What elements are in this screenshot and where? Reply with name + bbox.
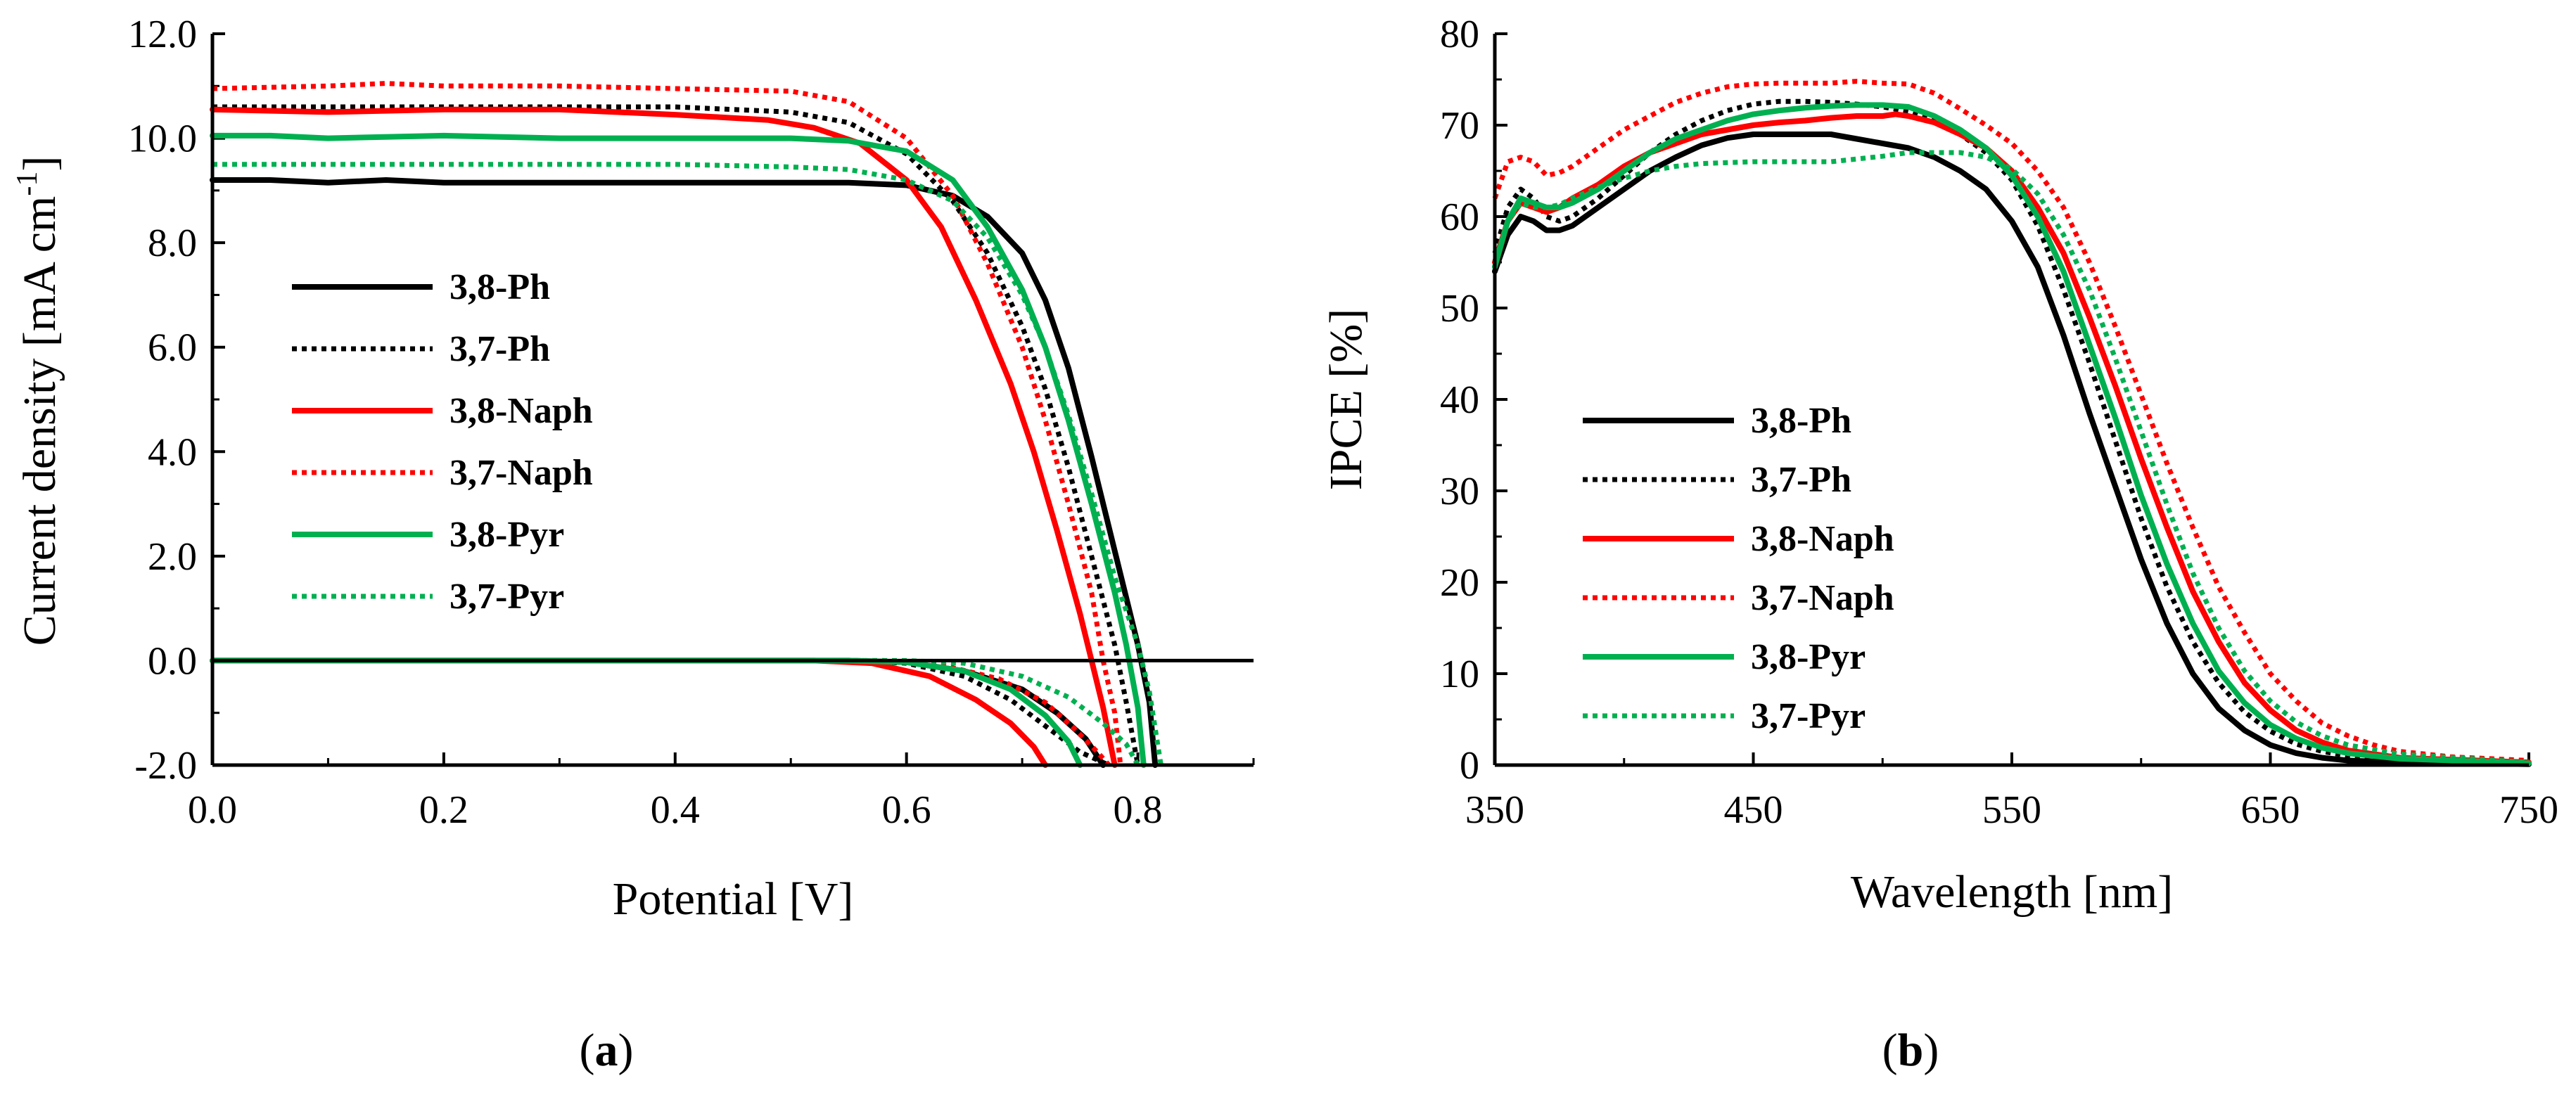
y-tick-label: -2.0 [134,744,197,788]
x-tick-label: 0.8 [1114,788,1163,832]
x-tick-label: 0.4 [651,788,700,832]
jv-dark-curve-3-8-naph [210,657,1048,768]
legend-label-3-8-ph: 3,8-Ph [449,267,550,307]
jv-y-axis-label: Current density [mA cm-1] [11,156,65,646]
jv-x-axis-label: Potential [V] [613,873,854,925]
jv-x-tick-labels: 0.0 0.2 0.4 0.6 0.8 [188,788,1163,832]
y-tick-label: 8.0 [148,222,197,265]
y-tick-label: 30 [1440,470,1479,513]
y-tick-label: 2.0 [148,535,197,579]
ipce-x-axis-label: Wavelength [nm] [1851,866,2173,918]
ipce-curve-3-7-pyr [1492,150,2530,765]
y-tick-label: 40 [1440,378,1479,422]
jv-y-tick-labels: -2.0 0.0 2.0 4.0 6.0 8.0 10.0 12.0 [128,13,197,788]
ipce-curve-3-8-pyr [1492,102,2532,766]
y-tick-label: 12.0 [128,13,197,56]
ipce-curve-3-8-ph [1492,131,2532,767]
y-tick-label: 10.0 [128,117,197,161]
legend-label-3-8-ph: 3,8-Ph [1751,401,1851,441]
y-tick-label: 50 [1440,287,1479,331]
jv-curves [210,81,1163,768]
y-tick-label: 6.0 [148,326,197,370]
ipce-legend: 3,8-Ph 3,7-Ph 3,8-Naph 3,7-Naph 3,8-Pyr 3,7-P… [1583,401,1894,736]
y-tick-label: 4.0 [148,430,197,474]
x-tick-label: 750 [2499,788,2558,832]
jv-legend: 3,8-Ph 3,7-Ph 3,8-Naph 3,7-Naph 3,8-Pyr 3,7-P… [292,267,593,617]
y-tick-label: 20 [1440,561,1479,605]
legend-label-3-7-naph: 3,7-Naph [449,453,593,493]
legend-label-3-8-naph: 3,8-Naph [1751,519,1894,559]
panel-label-a: (a) [580,1025,634,1076]
legend-label-3-7-ph: 3,7-Ph [1751,460,1851,500]
ipce-chart: 350 450 550 650 750 0 10 20 30 40 50 60 70 80 Wavele… [1320,13,2558,1076]
x-tick-label: 0.6 [882,788,931,832]
y-tick-label: 0.0 [148,639,197,683]
legend-label-3-7-pyr: 3,7-Pyr [449,577,564,617]
legend-label-3-7-ph: 3,7-Ph [449,329,550,369]
y-tick-label: 60 [1440,195,1479,239]
y-tick-label: 70 [1440,104,1479,148]
ipce-x-tick-labels: 350 450 550 650 750 [1465,788,2558,832]
jv-chart: 0.0 0.2 0.4 0.6 0.8 -2.00.02.04.06.08.010.01… [11,13,1255,1076]
ipce-curve-3-8-naph [1492,111,2532,766]
jv-light-curve-3-8-pyr [210,132,1147,768]
legend-label-3-8-naph: 3,8-Naph [449,391,593,431]
x-tick-label: 650 [2241,788,2300,832]
ipce-y-tick-labels: 0 10 20 30 40 50 60 70 80 [1440,13,1479,788]
y-tick-label: 0 [1460,744,1479,788]
x-tick-label: 550 [1982,788,2041,832]
jv-dark-curve-3-8-ph [210,657,1107,768]
x-tick-label: 350 [1465,788,1524,832]
ipce-y-axis-label: IPCE [%] [1320,309,1372,490]
jv-light-curve-3-8-naph [210,106,1118,768]
ipce-curve-3-7-naph [1492,79,2530,763]
panel-label-b: (b) [1882,1025,1939,1076]
legend-label-3-7-pyr: 3,7-Pyr [1751,696,1866,736]
legend-label-3-7-naph: 3,7-Naph [1751,578,1894,618]
ipce-curves [1492,79,2532,767]
x-tick-label: 0.2 [419,788,468,832]
y-tick-label: 80 [1440,13,1479,56]
jv-dark-curve-3-7-ph [212,657,1110,768]
y-tick-label: 10 [1440,653,1479,696]
ipce-curve-3-7-ph [1492,98,2530,766]
jv-light-curve-3-7-pyr [212,162,1163,766]
jv-light-curve-3-7-ph [212,104,1141,766]
legend-label-3-8-pyr: 3,8-Pyr [1751,637,1866,677]
x-tick-label: 0.0 [188,788,237,832]
jv-ticks [211,32,1255,766]
legend-label-3-8-pyr: 3,8-Pyr [449,515,564,555]
jv-dark-curve-3-8-pyr [210,657,1083,768]
x-tick-label: 450 [1724,788,1783,832]
